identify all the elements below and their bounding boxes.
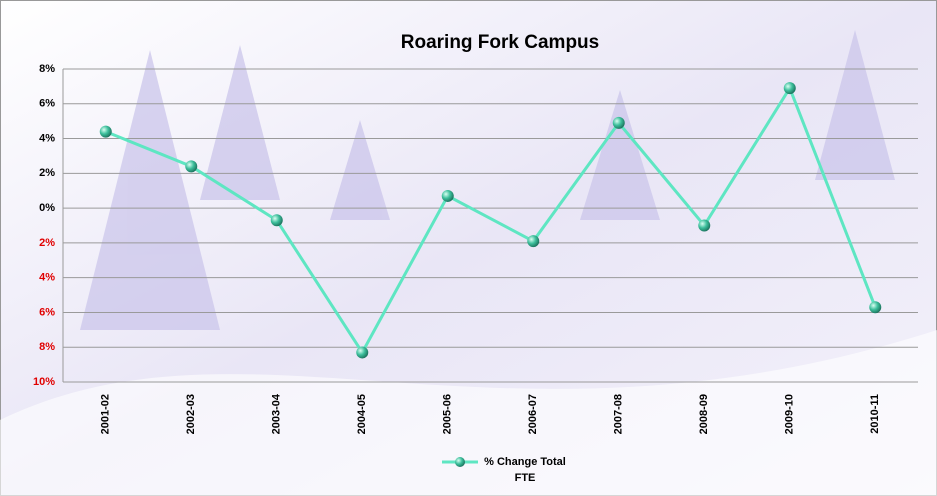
x-tick-label: 2010-11: [869, 394, 881, 434]
data-point: [271, 214, 283, 226]
x-tick-label: 2009-10: [784, 394, 796, 434]
data-point: [869, 301, 881, 313]
chart: Roaring Fork Campus 8% 6% 4% 2% 0% 2% 4% 6% 8% 10…: [0, 0, 937, 496]
legend-label: % Change Total FTE: [480, 454, 570, 486]
legend: % Change Total FTE: [440, 454, 580, 486]
data-point: [442, 190, 454, 202]
x-tick-label: 2002-03: [185, 394, 197, 434]
x-tick-label: 2003-04: [271, 393, 283, 434]
x-tick-label: 2007-08: [613, 394, 625, 434]
y-tick-label: 2%: [39, 167, 55, 179]
y-tick-label: 6%: [39, 98, 55, 110]
y-tick-label: 2%: [39, 237, 55, 249]
x-tick-label: 2005-06: [442, 394, 454, 434]
data-point: [185, 160, 197, 172]
y-tick-label: 6%: [39, 306, 55, 318]
data-point: [613, 117, 625, 129]
y-tick-label: 8%: [39, 341, 55, 353]
y-tick-label: 8%: [39, 63, 55, 75]
legend-marker: [440, 454, 480, 470]
x-tick-label: 2001-02: [100, 394, 112, 434]
chart-title: Roaring Fork Campus: [401, 32, 599, 53]
chart-container: Roaring Fork Campus 8% 6% 4% 2% 0% 2% 4% 6% 8% 10…: [0, 0, 937, 496]
x-tick-label: 2004-05: [356, 394, 368, 434]
legend-dot: [455, 457, 465, 467]
x-tick-label: 2008-09: [698, 394, 710, 434]
data-point: [356, 346, 368, 358]
y-tick-label: 4%: [39, 132, 55, 144]
y-tick-label: 4%: [39, 272, 55, 284]
x-tick-label: 2006-07: [527, 394, 539, 434]
data-point: [698, 220, 710, 232]
data-point: [784, 82, 796, 94]
y-tick-label: 10%: [33, 376, 55, 388]
y-tick-label: 0%: [39, 202, 55, 214]
data-point: [527, 235, 539, 247]
data-point: [100, 126, 112, 138]
